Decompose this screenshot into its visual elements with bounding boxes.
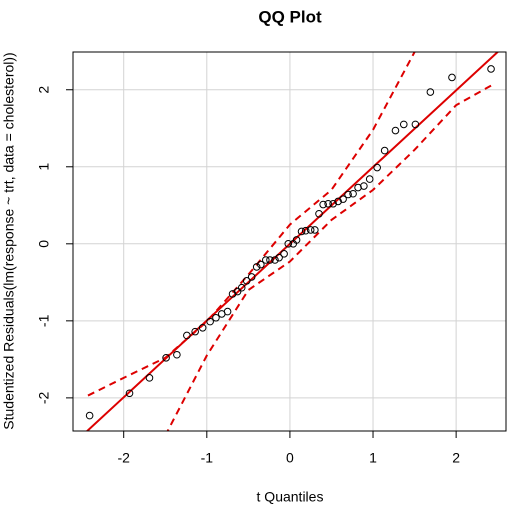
data-point bbox=[173, 350, 181, 359]
confidence-envelope bbox=[166, 84, 493, 431]
data-point bbox=[275, 253, 283, 262]
data-point bbox=[198, 323, 207, 332]
confidence-envelope bbox=[87, 52, 416, 397]
data-point bbox=[228, 290, 237, 298]
data-point bbox=[399, 120, 408, 129]
x-axis-label: t Quantiles bbox=[257, 489, 324, 505]
data-point bbox=[487, 65, 495, 73]
data-point bbox=[257, 260, 265, 269]
y-tick-label: 1 bbox=[36, 163, 52, 171]
x-tick-label: 0 bbox=[286, 450, 294, 466]
y-tick-label: 0 bbox=[36, 240, 52, 248]
data-point bbox=[391, 126, 400, 135]
data-point bbox=[85, 411, 94, 420]
data-point bbox=[292, 236, 301, 244]
data-point bbox=[125, 389, 134, 398]
data-point bbox=[212, 313, 220, 322]
data-point bbox=[339, 195, 347, 203]
chart-title: QQ Plot bbox=[258, 7, 322, 26]
data-point bbox=[191, 327, 199, 336]
data-point bbox=[311, 226, 319, 234]
data-point bbox=[324, 199, 332, 208]
data-point bbox=[183, 331, 191, 340]
data-point bbox=[349, 189, 357, 198]
data-point bbox=[448, 73, 456, 82]
x-tick-label: 2 bbox=[452, 450, 460, 466]
data-point bbox=[411, 120, 420, 129]
data-point bbox=[334, 197, 342, 206]
data-point bbox=[145, 374, 154, 382]
data-point bbox=[284, 240, 293, 248]
y-tick-label: -1 bbox=[36, 314, 52, 327]
data-point bbox=[329, 199, 337, 208]
data-point bbox=[242, 276, 251, 285]
data-point bbox=[373, 163, 381, 172]
data-point bbox=[426, 88, 435, 96]
data-point bbox=[237, 283, 246, 292]
data-point bbox=[247, 273, 256, 281]
data-point bbox=[233, 287, 242, 296]
data-point bbox=[344, 190, 352, 199]
data-point bbox=[319, 200, 327, 209]
data-point bbox=[365, 175, 374, 183]
data-point bbox=[262, 256, 270, 264]
plot-border bbox=[72, 51, 507, 432]
plot-area bbox=[73, 52, 506, 431]
data-point bbox=[306, 226, 315, 234]
x-tick-label: -2 bbox=[117, 450, 130, 466]
x-tick-label: -1 bbox=[201, 450, 214, 466]
data-point bbox=[223, 307, 232, 316]
y-axis-label: Studentized Residuals(lm(response ~ trt,… bbox=[1, 52, 17, 429]
y-tick-label: -2 bbox=[36, 391, 52, 404]
x-tick-label: 1 bbox=[369, 450, 377, 466]
data-point bbox=[380, 146, 389, 155]
data-point bbox=[266, 256, 274, 264]
data-point bbox=[360, 182, 368, 190]
data-point bbox=[206, 317, 214, 326]
data-point bbox=[301, 226, 310, 235]
y-tick-label: 2 bbox=[36, 86, 52, 94]
data-point bbox=[162, 354, 170, 362]
data-point bbox=[271, 256, 279, 264]
data-point bbox=[315, 209, 323, 218]
data-point bbox=[297, 227, 306, 236]
data-point bbox=[280, 250, 288, 258]
data-point bbox=[252, 263, 261, 271]
